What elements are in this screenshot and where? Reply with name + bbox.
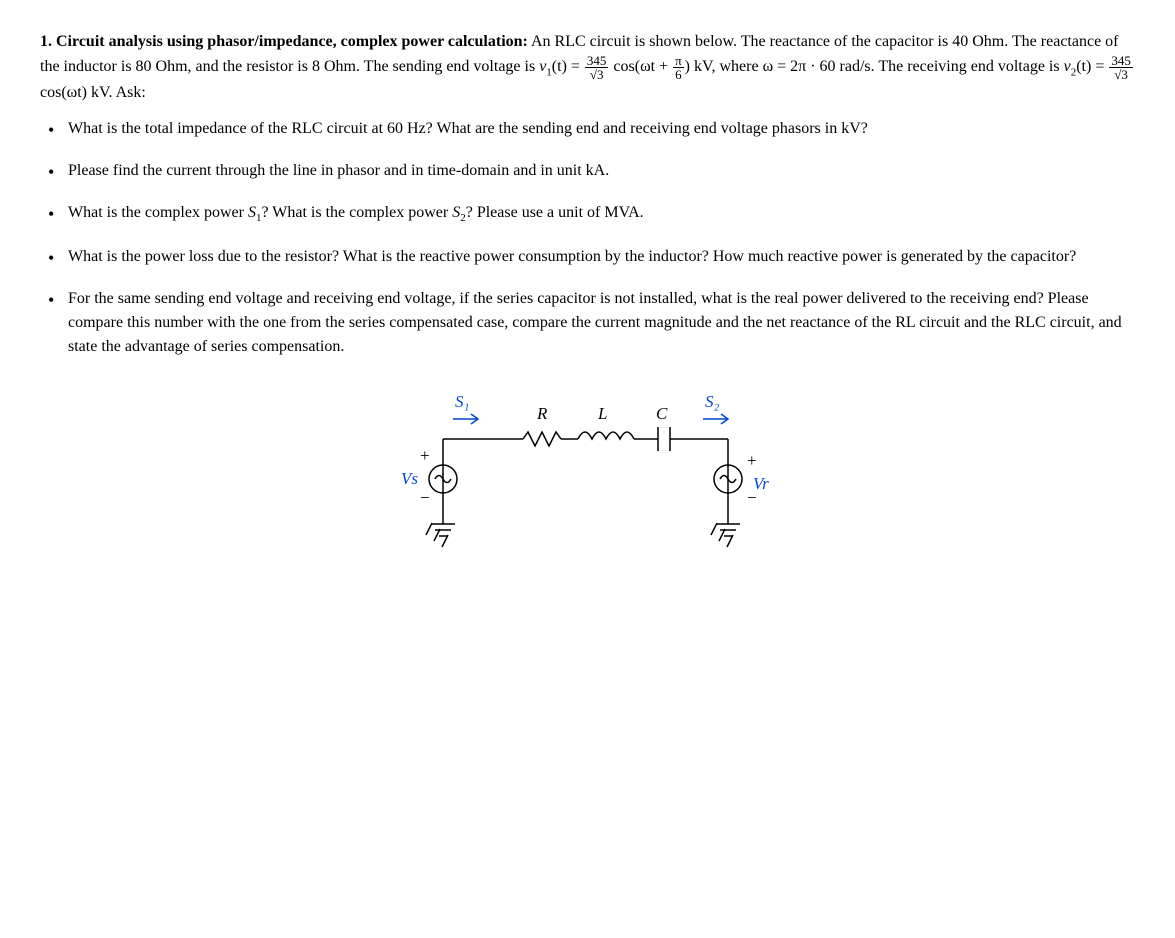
vs-plus: +: [420, 446, 430, 465]
problem-number: 1.: [40, 33, 52, 50]
vr-plus: +: [747, 451, 757, 470]
capacitor: [658, 427, 670, 451]
label-vs: Vs: [401, 469, 418, 488]
vs-minus: −: [420, 488, 430, 507]
label-s2: S₂: [705, 392, 720, 411]
bullet-3: What is the complex power S1? What is th…: [68, 201, 1135, 227]
label-l: L: [597, 404, 607, 423]
bullet-5: For the same sending end voltage and rec…: [68, 287, 1135, 359]
ground-right-icon: [711, 523, 740, 547]
problem-title: Circuit analysis using phasor/impedance,…: [56, 33, 528, 50]
label-r: R: [536, 404, 548, 423]
cos1-end: ) kV, where ω = 2π · 60 rad/s. The recei…: [685, 58, 1064, 75]
v2-sym: v: [1064, 58, 1071, 75]
bullet-4: What is the power loss due to the resist…: [68, 245, 1135, 269]
label-c: C: [656, 404, 668, 423]
s2-arrow: [703, 414, 728, 424]
ground-left-icon: [426, 523, 455, 547]
problem-statement: 1. Circuit analysis using phasor/impedan…: [40, 30, 1135, 105]
frac-345-sqrt3-a: 345√3: [585, 54, 609, 81]
frac-pi-6: π6: [673, 54, 684, 81]
circuit-diagram: S₁ S₂ R L C Vs Vr + − + −: [373, 389, 803, 579]
resistor: [523, 432, 561, 446]
cos2: cos(ωt) kV. Ask:: [40, 84, 146, 101]
t-par2: (t) =: [1076, 58, 1108, 75]
cos1: cos(ωt +: [609, 58, 672, 75]
inductor: [578, 432, 634, 439]
frac-345-sqrt3-b: 345√3: [1109, 54, 1133, 81]
question-list: What is the total impedance of the RLC c…: [40, 117, 1135, 359]
label-s1: S₁: [455, 392, 469, 411]
bullet-2: Please find the current through the line…: [68, 159, 1135, 183]
s1-arrow: [453, 414, 478, 424]
bullet-1: What is the total impedance of the RLC c…: [68, 117, 1135, 141]
vr-minus: −: [747, 488, 757, 507]
t-par: (t) =: [552, 58, 584, 75]
